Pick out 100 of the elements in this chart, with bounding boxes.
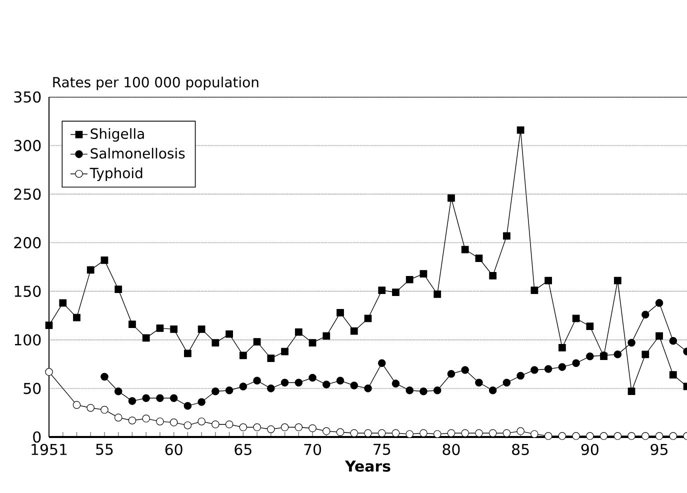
point	[669, 336, 678, 345]
x-axis-title: Years	[344, 460, 390, 472]
point	[322, 380, 330, 388]
point	[322, 427, 330, 436]
point	[239, 423, 248, 432]
point	[114, 387, 122, 396]
point	[392, 429, 400, 437]
point	[558, 344, 566, 352]
point	[516, 427, 524, 436]
point	[308, 374, 316, 382]
point	[267, 354, 275, 362]
point	[294, 328, 302, 336]
point	[516, 126, 524, 134]
point	[488, 429, 497, 437]
point	[502, 429, 511, 437]
point	[364, 384, 372, 392]
point	[600, 432, 608, 440]
y-tick-label: 100	[14, 334, 41, 346]
point	[364, 314, 372, 322]
point	[378, 286, 386, 294]
point	[669, 371, 677, 379]
point	[530, 366, 538, 374]
point	[86, 404, 94, 412]
point	[198, 398, 206, 406]
x-tick-label: 85	[512, 444, 529, 456]
point	[461, 429, 469, 437]
point	[350, 382, 358, 390]
point	[184, 421, 192, 430]
point	[488, 386, 497, 394]
point	[142, 334, 150, 342]
point	[156, 394, 164, 402]
point	[142, 414, 150, 422]
point	[294, 423, 303, 432]
y-tick-label: 0	[33, 431, 41, 443]
point	[225, 420, 234, 428]
y-tick-label: 200	[14, 237, 41, 248]
x-tick-label: 1951	[32, 444, 67, 456]
point	[128, 320, 136, 328]
point	[572, 432, 580, 440]
point	[572, 314, 580, 322]
point	[503, 232, 510, 240]
point	[586, 432, 594, 440]
point	[586, 352, 594, 360]
point	[489, 272, 497, 280]
point	[280, 423, 289, 432]
point	[308, 424, 316, 432]
x-tick-label: 90	[581, 444, 598, 456]
point	[434, 290, 442, 298]
x-tick-label: 95	[650, 444, 668, 456]
point	[558, 432, 566, 440]
legend-label: Shigella	[90, 128, 144, 142]
x-tick-label: 60	[165, 444, 182, 456]
point	[350, 429, 358, 437]
point	[73, 314, 80, 322]
point	[100, 372, 108, 381]
y-tick-label: 300	[14, 140, 41, 152]
point	[267, 384, 275, 392]
point	[128, 416, 136, 424]
point	[212, 339, 220, 346]
point	[184, 350, 192, 358]
x-tick-label: 55	[96, 444, 113, 455]
point	[447, 429, 456, 437]
point	[475, 429, 483, 437]
point	[544, 365, 552, 373]
point	[267, 425, 275, 434]
y-tick-label: 150	[14, 286, 41, 297]
point	[656, 332, 663, 340]
point	[420, 270, 428, 278]
point	[322, 332, 330, 340]
point	[420, 429, 428, 437]
point	[628, 388, 636, 396]
point	[142, 394, 150, 402]
x-tick-label: 65	[234, 444, 252, 456]
point	[156, 418, 164, 426]
point	[253, 423, 261, 432]
x-tick-label: 75	[374, 444, 390, 455]
point	[294, 378, 303, 386]
legend-label: Typhoid	[90, 168, 142, 181]
point	[420, 387, 428, 396]
legend-label: Salmonellosis	[90, 148, 185, 159]
point	[45, 322, 53, 329]
point	[350, 327, 358, 335]
point	[280, 378, 289, 386]
point	[72, 401, 81, 409]
point	[378, 359, 386, 368]
point	[475, 378, 483, 386]
point	[502, 378, 511, 386]
point	[86, 266, 94, 274]
point	[642, 350, 650, 358]
point	[642, 310, 650, 318]
point	[544, 432, 552, 440]
point	[516, 372, 524, 380]
point	[281, 348, 288, 356]
y-tick-label: 350	[14, 91, 41, 103]
point	[184, 402, 192, 410]
point	[530, 286, 538, 294]
y-tick-label: 250	[14, 188, 41, 200]
point	[336, 376, 344, 385]
point	[170, 394, 178, 402]
point	[406, 276, 414, 284]
